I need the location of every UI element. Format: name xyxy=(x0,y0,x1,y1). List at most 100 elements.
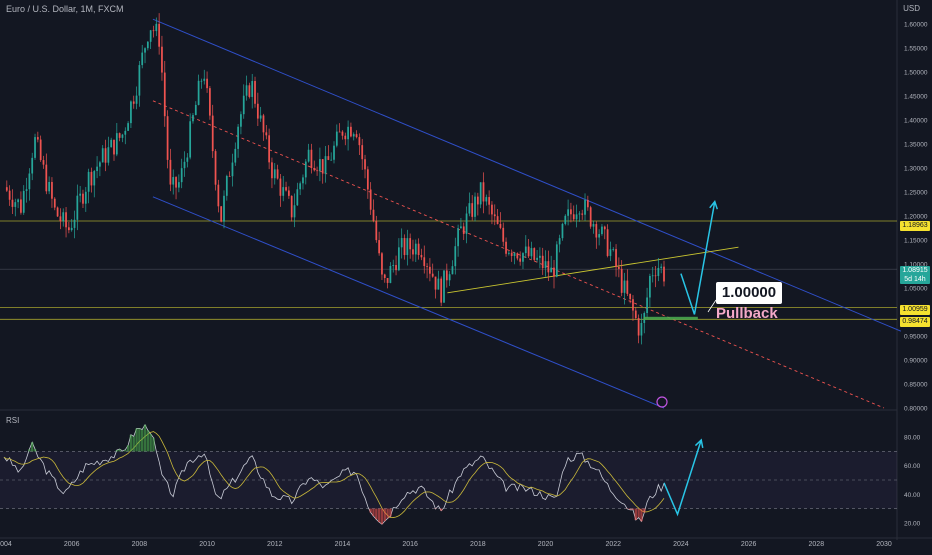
candle-body-169 xyxy=(482,182,485,202)
price-arrow-head xyxy=(709,200,719,210)
candle-body-25 xyxy=(76,195,79,220)
candle-body-95 xyxy=(273,169,276,179)
candle-body-191 xyxy=(544,261,547,269)
candle-body-36 xyxy=(107,147,110,163)
candle-body-178 xyxy=(507,252,510,254)
candle-body-172 xyxy=(491,204,493,215)
candle-body-41 xyxy=(121,134,124,138)
upper-channel-line xyxy=(152,18,902,332)
candle-body-227 xyxy=(646,297,648,314)
x-tick-4: 2012 xyxy=(267,541,283,548)
candle-body-33 xyxy=(99,162,101,167)
candle-body-24 xyxy=(73,219,76,228)
candle-body-110 xyxy=(316,170,318,172)
x-tick-9: 2022 xyxy=(605,541,621,548)
candle-body-210 xyxy=(598,234,601,238)
candle-body-10 xyxy=(34,137,36,158)
countdown: 5d 14h xyxy=(904,276,926,283)
candle-body-19 xyxy=(59,216,62,222)
candle-body-75 xyxy=(217,184,220,207)
candle-body-84 xyxy=(242,95,245,115)
candle-body-200 xyxy=(570,209,572,215)
y-tick-9: 1.15000 xyxy=(904,238,928,245)
x-tick-13: 2030 xyxy=(876,541,892,548)
candle-body-113 xyxy=(324,156,327,174)
candle-body-91 xyxy=(262,115,265,133)
current-price-value: 1.08915 xyxy=(902,267,928,274)
candle-body-154 xyxy=(440,278,443,303)
event-marker-icon xyxy=(656,396,668,408)
candle-body-117 xyxy=(335,131,338,146)
candle-body-46 xyxy=(135,95,138,104)
candle-body-127 xyxy=(364,159,366,170)
rsi-label: RSI xyxy=(6,416,20,425)
candle-body-184 xyxy=(524,246,527,254)
candle-body-74 xyxy=(214,151,217,185)
candle-body-100 xyxy=(287,190,290,196)
candle-body-122 xyxy=(350,126,352,137)
candle-body-26 xyxy=(79,193,82,196)
candle-body-120 xyxy=(344,135,347,140)
candle-body-64 xyxy=(186,157,189,162)
y-tick-5: 1.35000 xyxy=(904,142,928,149)
candle-body-111 xyxy=(319,159,321,171)
candle-body-78 xyxy=(225,175,228,196)
candle-body-175 xyxy=(499,223,502,228)
candle-body-68 xyxy=(197,80,200,105)
candle-body-107 xyxy=(307,149,310,162)
candle-body-39 xyxy=(115,133,118,155)
candle-body-209 xyxy=(595,224,598,238)
candle-body-157 xyxy=(448,274,451,281)
candle-body-44 xyxy=(130,101,132,124)
candle-body-233 xyxy=(663,266,665,282)
candle-body-70 xyxy=(203,78,206,81)
candle-body-12 xyxy=(39,139,42,161)
candle-body-3 xyxy=(14,202,17,207)
candle-body-57 xyxy=(166,116,169,160)
candle-body-90 xyxy=(259,115,262,119)
candle-body-173 xyxy=(493,214,496,217)
candle-body-207 xyxy=(589,207,592,227)
candle-body-124 xyxy=(355,134,358,138)
candle-body-121 xyxy=(347,126,349,140)
candle-body-158 xyxy=(451,266,454,275)
candle-body-61 xyxy=(177,182,180,188)
x-tick-12: 2028 xyxy=(809,541,825,548)
y-tick-8: 1.20000 xyxy=(904,214,928,221)
candle-body-128 xyxy=(366,169,369,190)
candle-body-196 xyxy=(558,238,561,245)
candle-body-11 xyxy=(36,137,39,140)
candle-body-51 xyxy=(149,30,152,42)
candle-body-148 xyxy=(423,257,426,267)
candle-body-82 xyxy=(237,126,239,149)
candle-body-48 xyxy=(141,52,144,66)
candle-body-126 xyxy=(361,145,364,160)
candle-body-149 xyxy=(426,266,428,267)
candle-body-182 xyxy=(519,258,522,262)
candle-body-160 xyxy=(457,228,459,247)
candle-body-134 xyxy=(383,274,386,278)
candle-body-54 xyxy=(158,23,161,47)
candle-body-224 xyxy=(637,318,640,336)
candle-body-58 xyxy=(169,159,172,185)
y-tick-2: 1.50000 xyxy=(904,70,928,77)
candle-body-188 xyxy=(536,257,538,260)
candle-body-136 xyxy=(389,265,392,283)
candle-body-223 xyxy=(634,310,637,319)
y-tick-6: 1.30000 xyxy=(904,166,928,173)
candle-body-69 xyxy=(200,80,203,82)
candle-body-14 xyxy=(45,164,48,192)
candle-body-35 xyxy=(104,148,107,163)
candle-body-18 xyxy=(56,207,59,217)
candle-body-174 xyxy=(496,216,499,224)
candle-body-98 xyxy=(282,187,285,196)
symbol-title: Euro / U.S. Dollar, 1M, FXCM xyxy=(6,4,124,14)
candle-body-66 xyxy=(192,115,194,122)
candle-body-144 xyxy=(412,249,414,255)
candle-body-130 xyxy=(372,209,375,221)
y-tick-11: 1.05000 xyxy=(904,286,928,293)
x-tick-11: 2026 xyxy=(741,541,757,548)
candle-body-204 xyxy=(581,213,584,215)
candle-body-187 xyxy=(533,248,536,260)
